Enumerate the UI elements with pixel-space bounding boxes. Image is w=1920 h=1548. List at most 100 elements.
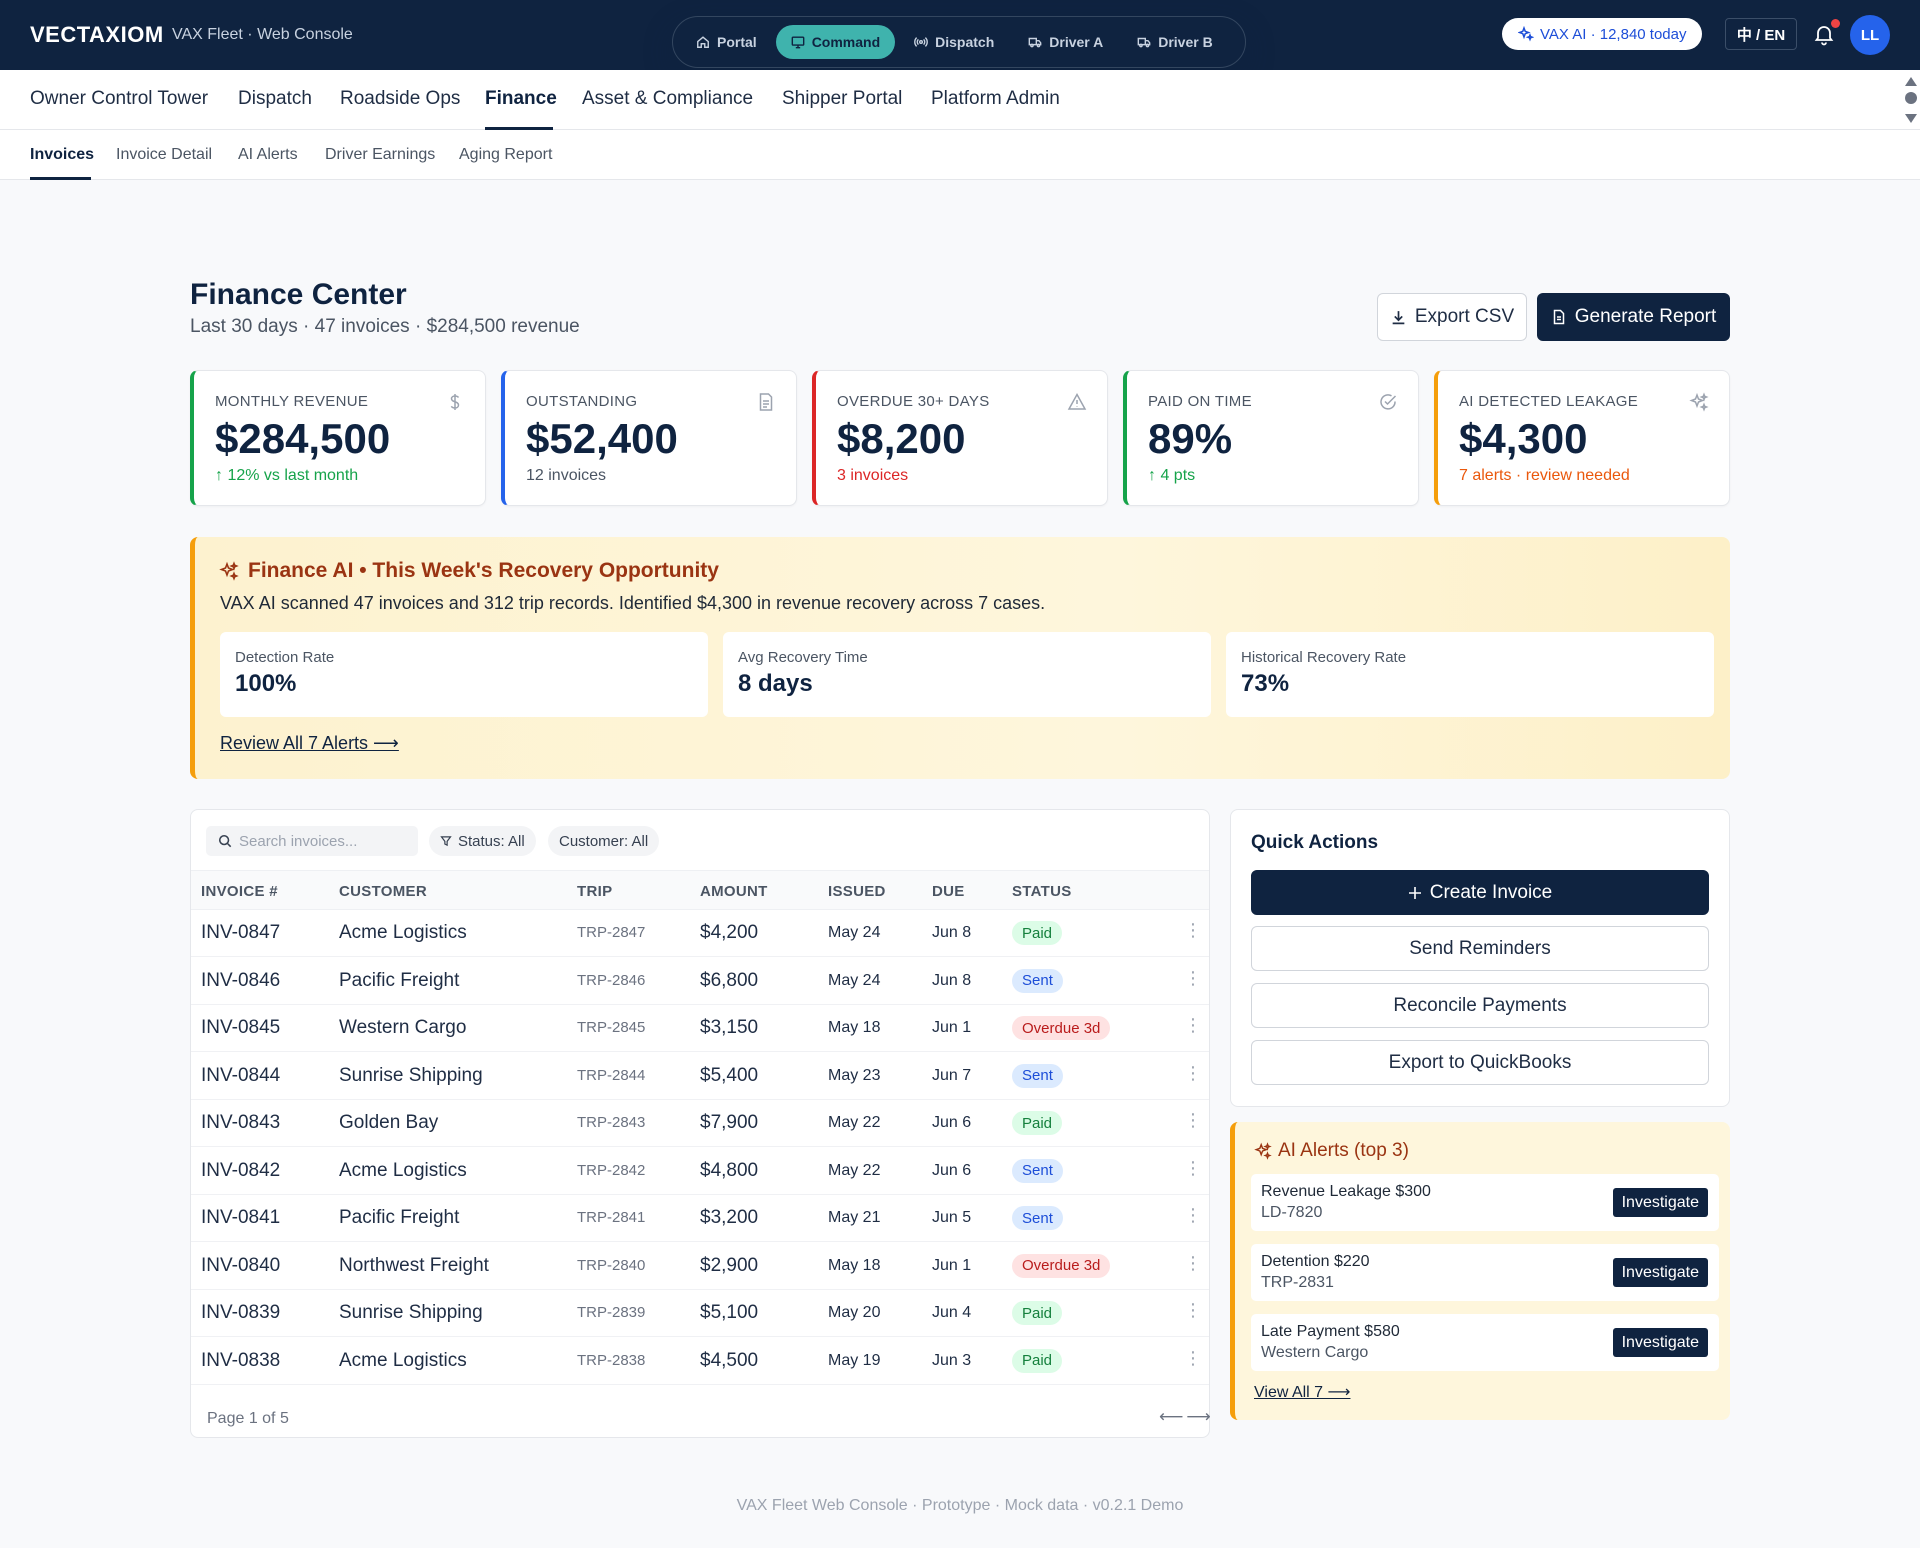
- export-quickbooks-button[interactable]: Export to QuickBooks: [1251, 1040, 1709, 1085]
- portal-tab-command[interactable]: Command: [775, 25, 896, 59]
- column-header-status[interactable]: STATUS: [1012, 883, 1072, 900]
- scroll-down-arrow[interactable]: [1905, 114, 1917, 123]
- main-nav-active-indicator: [485, 127, 553, 130]
- user-avatar[interactable]: LL: [1850, 15, 1890, 55]
- column-header-trip[interactable]: TRIP: [577, 883, 613, 900]
- export-csv-button[interactable]: Export CSV: [1377, 293, 1527, 341]
- table-row[interactable]: INV-0843 Golden Bay TRP-2843 $7,900 May 22 Ju…: [191, 1100, 1209, 1147]
- create-invoice-label: Create Invoice: [1429, 881, 1553, 903]
- home-icon: [697, 36, 709, 48]
- language-toggle[interactable]: 中 / EN: [1725, 18, 1797, 50]
- amount-cell: $4,500: [700, 1349, 759, 1371]
- row-menu-icon[interactable]: ⋮: [1184, 1110, 1202, 1130]
- column-header-invoice[interactable]: INVOICE #: [201, 883, 278, 900]
- invoice-number-cell[interactable]: INV-0845: [201, 1017, 281, 1038]
- generate-report-label: Generate Report: [1574, 306, 1717, 327]
- portal-tab-dispatch[interactable]: Dispatch: [899, 25, 1009, 59]
- invoice-number-cell[interactable]: INV-0838: [201, 1349, 281, 1371]
- vax-ai-chip[interactable]: VAX AI · 12,840 today: [1502, 18, 1703, 50]
- invoice-number-cell[interactable]: INV-0840: [201, 1254, 281, 1276]
- kpi-card-outstanding: OUTSTANDING $52,400 12 invoices: [501, 370, 797, 506]
- invoice-number-cell[interactable]: INV-0847: [201, 922, 281, 943]
- alert-item: Revenue Leakage $300 LD-7820 Investigate: [1251, 1174, 1719, 1231]
- main-nav-roadside-ops[interactable]: Roadside Ops: [340, 88, 461, 109]
- bell-icon[interactable]: [1812, 22, 1836, 46]
- download-icon: [1392, 310, 1405, 324]
- table-row[interactable]: INV-0838 Acme Logistics TRP-2838 $4,500 May …: [191, 1338, 1209, 1385]
- brand-logo[interactable]: VECTAXIOM: [30, 22, 164, 47]
- portal-tab-driver-a[interactable]: Driver A: [1013, 25, 1118, 59]
- row-menu-icon[interactable]: ⋮: [1184, 1347, 1202, 1368]
- main-nav-asset-compliance[interactable]: Asset & Compliance: [582, 88, 754, 109]
- scrollbar-thumb[interactable]: [1905, 92, 1917, 104]
- table-header: INVOICE # CUSTOMER TRIP AMOUNT ISSUED DU…: [191, 870, 1209, 910]
- table-row[interactable]: INV-0839 Sunrise Shipping TRP-2839 $5,100 Ma…: [191, 1290, 1209, 1337]
- status-badge: Paid: [1012, 1348, 1063, 1373]
- pagination-arrows[interactable]: ⟵⟶: [1159, 1407, 1214, 1426]
- table-row[interactable]: INV-0845 Western Cargo TRP-2845 $3,150 May 1…: [191, 1005, 1209, 1052]
- row-menu-icon[interactable]: ⋮: [1184, 1062, 1202, 1083]
- check-circle-icon: [1380, 394, 1397, 410]
- column-header-customer[interactable]: CUSTOMER: [339, 883, 427, 900]
- main-nav-owner-control-tower[interactable]: Owner Control Tower: [30, 88, 209, 109]
- amount-cell: $5,400: [700, 1064, 759, 1086]
- amount-cell: $3,150: [700, 1017, 759, 1038]
- tab-driver-earnings[interactable]: Driver Earnings: [325, 146, 436, 163]
- row-menu-icon[interactable]: ⋮: [1184, 967, 1202, 988]
- invoice-number-cell[interactable]: INV-0846: [201, 969, 281, 991]
- main-nav-finance[interactable]: Finance: [485, 88, 557, 109]
- top-bar: VECTAXIOM VAX Fleet · Web Console Portal…: [0, 0, 1920, 70]
- column-header-issued[interactable]: ISSUED: [828, 883, 886, 900]
- tab-invoice-detail[interactable]: Invoice Detail: [116, 146, 213, 163]
- table-row[interactable]: INV-0842 Acme Logistics TRP-2842 $4,800 May …: [191, 1148, 1209, 1195]
- investigate-button[interactable]: Investigate: [1612, 1258, 1708, 1287]
- table-row[interactable]: INV-0847 Acme Logistics TRP-2847 $4,200 May …: [191, 910, 1209, 957]
- invoice-number-cell[interactable]: INV-0841: [201, 1207, 281, 1228]
- invoice-number-cell[interactable]: INV-0839: [201, 1302, 281, 1323]
- portal-tab-portal[interactable]: Portal: [681, 25, 772, 59]
- invoice-number-cell[interactable]: INV-0842: [201, 1159, 281, 1181]
- scroll-up-arrow[interactable]: [1905, 77, 1917, 86]
- main-nav-shipper-portal[interactable]: Shipper Portal: [782, 88, 903, 109]
- row-menu-icon[interactable]: ⋮: [1184, 1157, 1202, 1178]
- tab-aging-report[interactable]: Aging Report: [459, 146, 553, 163]
- customer-filter[interactable]: Customer: All: [548, 826, 660, 856]
- investigate-button[interactable]: Investigate: [1612, 1328, 1708, 1357]
- table-row[interactable]: INV-0841 Pacific Freight TRP-2841 $3,200 May…: [191, 1195, 1209, 1242]
- tab-ai-alerts[interactable]: AI Alerts: [238, 146, 298, 163]
- investigate-button[interactable]: Investigate: [1612, 1188, 1708, 1217]
- row-menu-icon[interactable]: ⋮: [1184, 1252, 1202, 1273]
- invoice-number-cell[interactable]: INV-0844: [201, 1064, 281, 1086]
- review-all-alerts-link[interactable]: Review All 7 Alerts ⟶: [220, 733, 399, 753]
- due-date-cell: Jun 1: [932, 1019, 972, 1036]
- row-menu-icon[interactable]: ⋮: [1184, 920, 1202, 940]
- portal-tab-driver-b[interactable]: Driver B: [1122, 25, 1227, 59]
- main-nav-dispatch[interactable]: Dispatch: [238, 88, 312, 109]
- invoice-number-cell[interactable]: INV-0843: [201, 1112, 281, 1133]
- table-row[interactable]: INV-0844 Sunrise Shipping TRP-2844 $5,400 Ma…: [191, 1053, 1209, 1100]
- issued-date-cell: May 19: [828, 1351, 881, 1369]
- table-row[interactable]: INV-0846 Pacific Freight TRP-2846 $6,800 May…: [191, 958, 1209, 1005]
- status-filter[interactable]: Status: All: [429, 826, 536, 856]
- send-reminders-button[interactable]: Send Reminders: [1251, 926, 1709, 971]
- search-input[interactable]: Search invoices...: [206, 826, 418, 856]
- view-all-alerts-link[interactable]: View All 7 ⟶: [1254, 1384, 1351, 1401]
- reconcile-payments-button[interactable]: Reconcile Payments: [1251, 983, 1709, 1028]
- row-menu-icon[interactable]: ⋮: [1184, 1015, 1202, 1035]
- sub-nav: Invoices Invoice Detail AI Alerts Driver…: [0, 130, 1920, 180]
- generate-report-button[interactable]: Generate Report: [1537, 293, 1730, 341]
- row-menu-icon[interactable]: ⋮: [1184, 1300, 1202, 1320]
- column-header-due[interactable]: DUE: [932, 883, 965, 900]
- customer-cell: Golden Bay: [339, 1112, 439, 1133]
- create-invoice-button[interactable]: Create Invoice: [1251, 870, 1709, 915]
- column-header-amount[interactable]: AMOUNT: [700, 883, 768, 900]
- customer-cell: Pacific Freight: [339, 1207, 460, 1228]
- kpi-value: $284,500: [215, 415, 391, 462]
- table-row[interactable]: INV-0840 Northwest Freight TRP-2840 $2,900 M…: [191, 1243, 1209, 1290]
- sparkle-icon: [1689, 392, 1709, 412]
- row-menu-icon[interactable]: ⋮: [1184, 1205, 1202, 1225]
- tab-invoices[interactable]: Invoices: [30, 146, 95, 163]
- trip-cell: TRP-2841: [577, 1209, 646, 1226]
- main-nav-platform-admin[interactable]: Platform Admin: [931, 88, 1060, 109]
- page-subtitle: Last 30 days · 47 invoices · $284,500 re…: [190, 316, 580, 337]
